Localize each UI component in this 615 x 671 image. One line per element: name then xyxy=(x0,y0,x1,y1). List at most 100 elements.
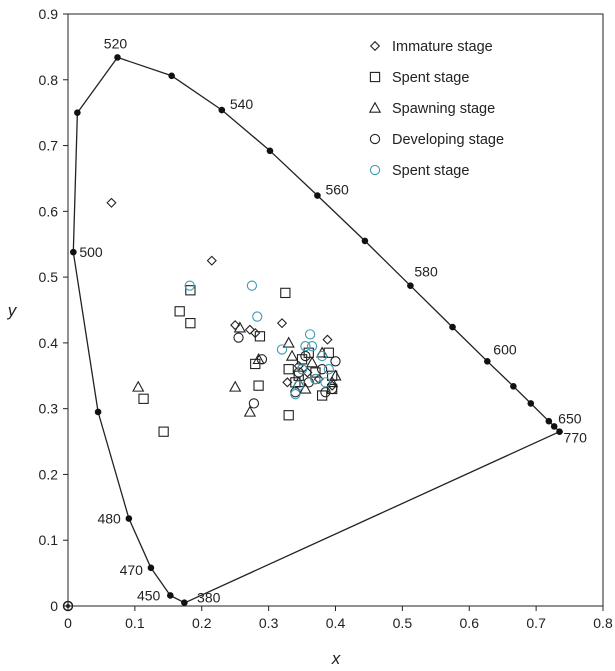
data-point-square xyxy=(138,393,149,404)
data-point-square xyxy=(283,410,294,421)
data-point-diamond xyxy=(322,334,333,345)
locus-point xyxy=(527,400,535,407)
x-tick-label: 0.4 xyxy=(326,615,346,631)
data-point-circle xyxy=(290,389,301,400)
wavelength-label: 480 xyxy=(97,511,121,527)
data-point-triangle xyxy=(229,380,242,392)
locus-point xyxy=(125,515,133,522)
data-point-circle xyxy=(306,341,318,352)
y-tick-label: 0.6 xyxy=(39,203,59,219)
data-point-circle xyxy=(300,350,311,362)
data-point-circle xyxy=(246,280,258,291)
x-tick-label: 0.8 xyxy=(593,615,613,631)
wavelength-label: 470 xyxy=(120,562,144,578)
x-tick-label: 0.5 xyxy=(393,615,413,631)
plot-frame xyxy=(67,13,604,607)
data-points xyxy=(106,197,342,437)
data-point-diamond xyxy=(282,377,293,388)
locus-point xyxy=(550,423,558,430)
locus-point xyxy=(449,323,456,331)
legend-marker xyxy=(368,101,382,113)
data-point-circle xyxy=(233,332,244,343)
data-point-triangle xyxy=(292,376,305,388)
data-point-diamond xyxy=(230,320,241,331)
locus-point xyxy=(167,592,174,599)
data-point-square xyxy=(316,390,328,401)
x-tick-label: 0.3 xyxy=(259,615,279,631)
locus-point xyxy=(74,109,81,116)
data-point-circle xyxy=(252,311,263,322)
data-point-square xyxy=(185,318,196,329)
data-point-square xyxy=(293,370,304,381)
data-point-circle xyxy=(320,387,331,398)
data-point-circle xyxy=(256,354,268,365)
data-point-square xyxy=(174,306,185,317)
data-point-circle xyxy=(248,398,260,409)
wavelength-label: 650 xyxy=(558,410,582,426)
data-point-triangle xyxy=(315,346,329,358)
locus-point xyxy=(168,72,175,80)
locus-point xyxy=(510,383,517,390)
data-point-triangle xyxy=(243,405,257,417)
data-point-triangle xyxy=(282,336,295,348)
data-point-square xyxy=(310,367,321,378)
wavelength-label: 520 xyxy=(104,35,128,51)
legend-label: Spawning stage xyxy=(392,101,495,117)
locus-point xyxy=(545,417,553,425)
data-point-square xyxy=(158,426,169,437)
data-point-diamond xyxy=(106,197,117,208)
data-point-circle xyxy=(304,329,316,340)
locus-point xyxy=(70,248,77,256)
data-point-triangle xyxy=(252,353,265,365)
data-point-circle xyxy=(330,356,341,367)
locus-point xyxy=(314,192,321,199)
locus-point xyxy=(94,408,102,416)
legend-label: Spent stage xyxy=(392,163,469,179)
legend-marker xyxy=(369,164,381,176)
data-point-circle xyxy=(320,377,331,388)
legend-marker xyxy=(369,40,381,52)
legend-marker xyxy=(369,71,381,83)
data-point-triangle xyxy=(132,380,145,392)
wavelength-label: 540 xyxy=(230,96,254,112)
wavelength-label: 500 xyxy=(79,244,103,260)
data-point-diamond xyxy=(302,367,313,378)
x-tick-label: 0 xyxy=(64,615,72,631)
data-point-triangle xyxy=(305,356,319,368)
wavelength-label: 580 xyxy=(414,264,438,280)
locus-point xyxy=(407,282,414,289)
data-point-square xyxy=(185,285,196,296)
data-point-circle xyxy=(296,364,308,375)
data-point-circle xyxy=(316,350,328,362)
y-tick-label: 0 xyxy=(50,598,58,614)
data-point-circle xyxy=(327,383,338,395)
locus-point xyxy=(361,237,369,245)
data-point-circle xyxy=(293,380,304,391)
data-point-circle xyxy=(303,377,314,388)
legend-label: Spent stage xyxy=(392,70,469,86)
y-axis-label: y xyxy=(7,301,18,320)
y-tick-label: 0.7 xyxy=(39,138,59,154)
data-point-triangle xyxy=(233,321,247,333)
legend-marker xyxy=(369,133,381,145)
origin-marker xyxy=(62,600,74,612)
data-point-circle xyxy=(276,344,288,355)
wavelength-label: 770 xyxy=(564,430,588,446)
y-tick-label: 0.9 xyxy=(39,6,59,22)
y-tick-label: 0.3 xyxy=(39,401,59,417)
locus-point xyxy=(114,54,121,61)
data-point-square xyxy=(253,380,264,391)
locus-point xyxy=(266,147,274,155)
legend-label: Developing stage xyxy=(392,132,504,148)
legend-label: Immature stage xyxy=(392,39,493,55)
data-point-triangle xyxy=(329,369,342,381)
locus-point xyxy=(484,358,491,365)
data-point-square xyxy=(303,347,314,358)
locus-point xyxy=(181,599,188,607)
data-point-square xyxy=(280,287,291,299)
x-axis-label: x xyxy=(331,649,341,668)
data-point-square xyxy=(323,347,334,358)
y-tick-label: 0.4 xyxy=(39,335,59,351)
x-tick-label: 0.2 xyxy=(192,615,212,631)
